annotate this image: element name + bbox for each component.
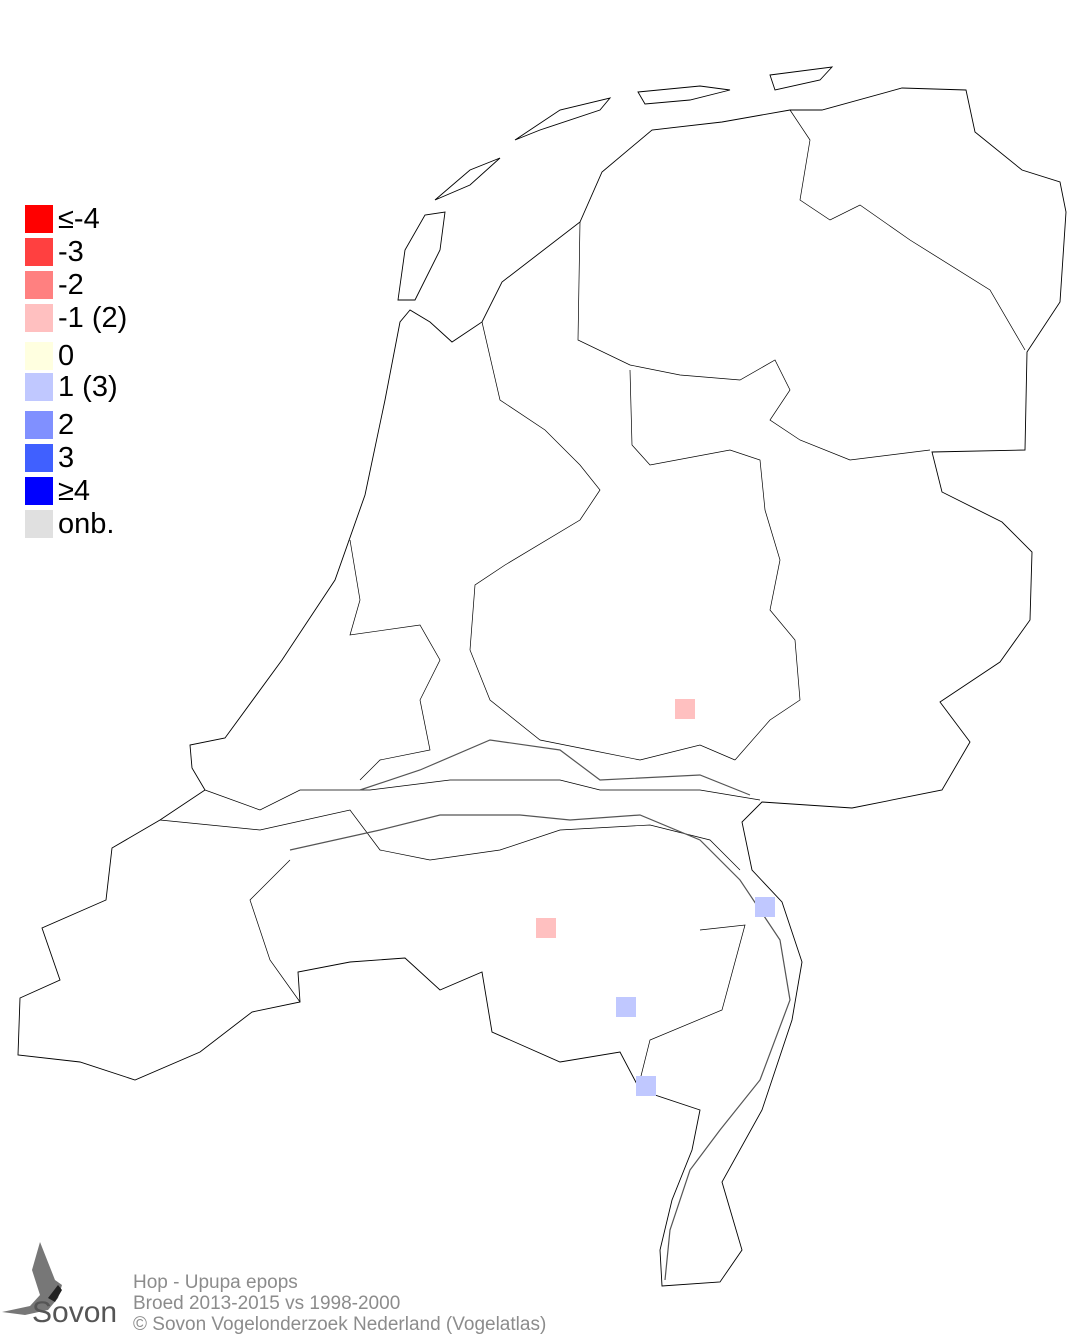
legend-swatch [25,271,53,299]
legend-swatch [25,510,53,538]
legend-swatch [25,342,53,370]
legend-label: 3 [58,442,75,474]
sovon-swallow-logo [2,1242,62,1315]
legend-label: -1 (2) [58,302,128,334]
island-schiermonnikoog [769,66,834,91]
legend-label: ≤-4 [58,203,100,235]
island-terschelling [514,97,612,141]
province-borders [159,109,1026,1081]
legend-swatch [25,477,53,505]
legend-swatch [25,444,53,472]
atlas-cell [536,918,556,938]
legend-label: onb. [58,508,115,540]
legend-swatch [25,373,53,401]
legend-label: -2 [58,269,84,301]
caption-period: Broed 2013-2015 vs 1998-2000 [133,1293,401,1314]
atlas-cell [616,997,636,1017]
legend-swatch [25,411,53,439]
island-texel [397,211,446,301]
island-ameland [637,85,731,105]
atlas-cell [675,699,695,719]
atlas-cell [755,897,775,917]
legend-label: -3 [58,236,84,268]
island-vlieland [434,157,501,201]
legend-swatch [25,238,53,266]
caption-copyright: © Sovon Vogelonderzoek Nederland (Vogela… [133,1314,547,1335]
legend-label: 0 [58,340,75,372]
caption-species: Hop - Upupa epops [133,1272,298,1293]
logo-text: Sovon [32,1296,118,1329]
atlas-cell [636,1076,656,1096]
legend-label: 1 (3) [58,371,118,403]
legend-label: ≥4 [58,475,91,507]
rivers [289,739,791,1281]
legend-swatch [25,304,53,332]
legend-swatch [25,205,53,233]
country-outline [17,87,1067,1287]
map-caption: Hop - Upupa epops Broed 2013-2015 vs 199… [133,1272,546,1335]
legend-label: 2 [58,409,75,441]
